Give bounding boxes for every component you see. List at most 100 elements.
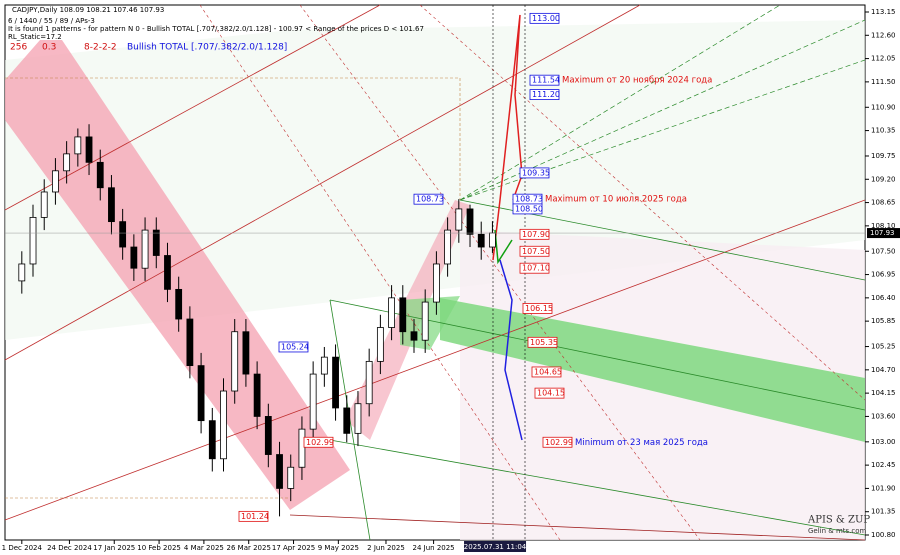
trend-line: [329, 439, 866, 536]
level-label: 104.65: [534, 367, 562, 376]
candle-body: [455, 208, 463, 231]
level-box: [529, 74, 560, 86]
level-box: [278, 341, 309, 353]
y-tick-label: 112.05: [871, 55, 896, 63]
candle-body: [332, 356, 339, 409]
zigzag: [494, 229, 513, 265]
candle-body: [119, 221, 127, 248]
trend-line: [289, 514, 866, 541]
level-label: 109.35: [522, 168, 550, 177]
x-tick-label: 4 Mar 2025: [184, 544, 224, 552]
candle-body: [433, 263, 440, 303]
x-tick-label: 1 Dec 2024: [2, 544, 43, 552]
cursor-time: 2025.07.31 11:04: [464, 543, 527, 551]
zigzag: [499, 259, 523, 441]
info-line: RL_Static=17.2: [8, 33, 62, 41]
candle-body: [309, 373, 317, 430]
status-text: 8-2-2-2: [84, 43, 117, 53]
level-label: 101.24: [241, 512, 269, 521]
status-text: 0.3: [42, 43, 56, 53]
candle-body: [365, 360, 373, 405]
info-line: 6 / 1440 / 55 / 89 / APs-3: [8, 17, 95, 25]
level-box: [522, 303, 553, 314]
trend-line: [329, 299, 866, 411]
candle-body: [74, 136, 82, 155]
last-price-label: 107.93: [870, 229, 895, 237]
y-tick-label: 106.95: [871, 271, 896, 279]
level-label: 104.15: [537, 389, 565, 398]
y-tick-label: 112.60: [871, 31, 896, 39]
candle-body: [253, 373, 261, 417]
level-box: [542, 436, 573, 448]
level-label: 105.24: [281, 342, 309, 351]
level-box: [519, 245, 550, 257]
x-tick-label: 24 Dec 2024: [47, 544, 92, 552]
candle-body: [208, 420, 216, 460]
candle-body: [466, 208, 474, 235]
candle-body: [410, 331, 418, 341]
y-tick-label: 101.90: [871, 484, 896, 492]
candle-body: [220, 390, 227, 460]
x-tick-label: 17 Jan 2025: [93, 544, 135, 552]
candle-body: [343, 407, 351, 434]
candle-body: [264, 416, 272, 455]
y-tick-label: 103.60: [871, 412, 896, 420]
level-label: 107.10: [522, 264, 550, 273]
candle-body: [287, 466, 295, 489]
y-tick-label: 111.50: [871, 78, 896, 86]
candle-body: [354, 403, 362, 434]
level-label: 102.99: [306, 438, 334, 447]
y-tick-label: 110.35: [871, 127, 896, 135]
x-tick-label: 24 Jun 2025: [413, 544, 455, 552]
candle-body: [130, 246, 138, 269]
level-label: 113.00: [532, 14, 560, 23]
info-line: It is found 1 patterns - for pattern N 0…: [8, 25, 424, 33]
candle-body: [320, 356, 328, 375]
candle-body: [242, 331, 250, 375]
y-tick-label: 109.75: [871, 152, 896, 160]
y-tick-label: 108.65: [871, 199, 896, 207]
trend-line: [4, 4, 641, 361]
level-note: Minimum от 23 мая 2025 года: [575, 438, 708, 448]
level-label: 108.73: [515, 195, 543, 204]
zigzag: [492, 14, 523, 261]
level-box: [303, 436, 334, 448]
candle-body: [141, 229, 149, 269]
level-box: [529, 12, 560, 24]
x-tick-label: 9 May 2025: [318, 544, 359, 552]
y-tick-label: 113.15: [871, 8, 896, 16]
level-note: Maximum от 10 июля 2025 года: [545, 195, 687, 205]
x-tick-label: 17 Apr 2025: [272, 544, 315, 552]
candle-body: [276, 454, 283, 489]
y-tick-label: 100.80: [871, 531, 896, 539]
level-box: [512, 203, 543, 215]
level-box: [529, 89, 560, 100]
level-label: 108.50: [515, 204, 543, 213]
level-box: [531, 366, 562, 378]
watermark: APIS & ZUP: [807, 515, 870, 526]
level-label: 105.35: [530, 338, 558, 347]
candle-body: [376, 327, 384, 362]
x-tick-label: 2 Jun 2025: [367, 544, 405, 552]
level-box: [413, 193, 444, 205]
y-tick-label: 104.70: [871, 366, 896, 374]
candle-body: [477, 233, 485, 248]
y-tick-label: 101.35: [871, 508, 896, 516]
level-label: 102.99: [545, 438, 573, 447]
candle-body: [96, 161, 104, 189]
x-tick-label: 26 Mar 2025: [227, 544, 271, 552]
level-box: [238, 510, 269, 522]
candle-body: [388, 297, 395, 328]
status-text: Bullish TOTAL [.707/.382/2.0/1.128]: [127, 43, 287, 53]
candle-body: [29, 216, 37, 265]
y-tick-label: 109.20: [871, 175, 896, 183]
fan-line: [459, 4, 781, 201]
candle-body: [40, 191, 48, 218]
watermark: Gelin & mts.com: [808, 527, 867, 535]
status-text: 256: [10, 43, 27, 53]
level-label: 111.20: [532, 90, 560, 99]
trend-line: [4, 4, 381, 211]
y-tick-label: 102.45: [871, 461, 896, 469]
y-tick-label: 106.40: [871, 294, 896, 302]
